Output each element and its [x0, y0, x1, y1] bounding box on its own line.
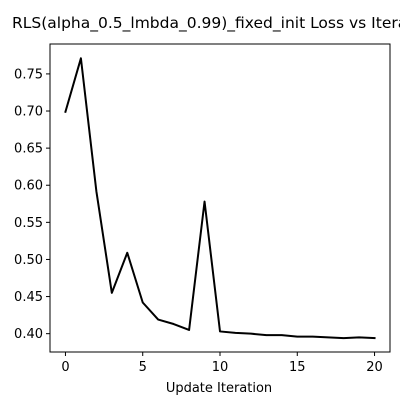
y-tick-label: 0.65 [14, 142, 43, 157]
y-tick-label: 0.75 [14, 67, 43, 82]
x-tick-label: 10 [212, 360, 229, 375]
y-tick-label: 0.45 [14, 290, 43, 305]
plot-area: 0 5 10 15 20 0.40 0.45 0.50 0.55 0.60 0.65 0.70 0.75 [14, 43, 391, 375]
x-tick-label: 15 [289, 360, 306, 375]
y-tick-label: 0.60 [14, 179, 43, 194]
chart-title: RLS(alpha_0.5_lmbda_0.99)_fixed_init Los… [12, 14, 400, 33]
series-line-0 [64, 57, 376, 340]
x-tick-label: 0 [61, 360, 69, 375]
x-tick-label: 20 [366, 360, 383, 375]
x-axis-title: Update Iteration [166, 381, 272, 396]
y-tick-label: 0.55 [14, 216, 43, 231]
x-tick-label: 5 [139, 360, 147, 375]
y-tick-label: 0.70 [14, 105, 43, 120]
y-tick-label: 0.40 [14, 327, 43, 342]
y-tick-label: 0.50 [14, 253, 43, 268]
